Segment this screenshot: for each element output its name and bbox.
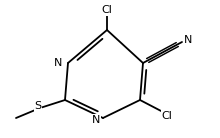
Text: N: N — [184, 35, 192, 45]
Text: Cl: Cl — [102, 5, 112, 15]
Text: S: S — [35, 101, 42, 111]
Text: N: N — [54, 58, 62, 68]
Text: Cl: Cl — [161, 111, 172, 121]
Text: N: N — [92, 115, 100, 125]
